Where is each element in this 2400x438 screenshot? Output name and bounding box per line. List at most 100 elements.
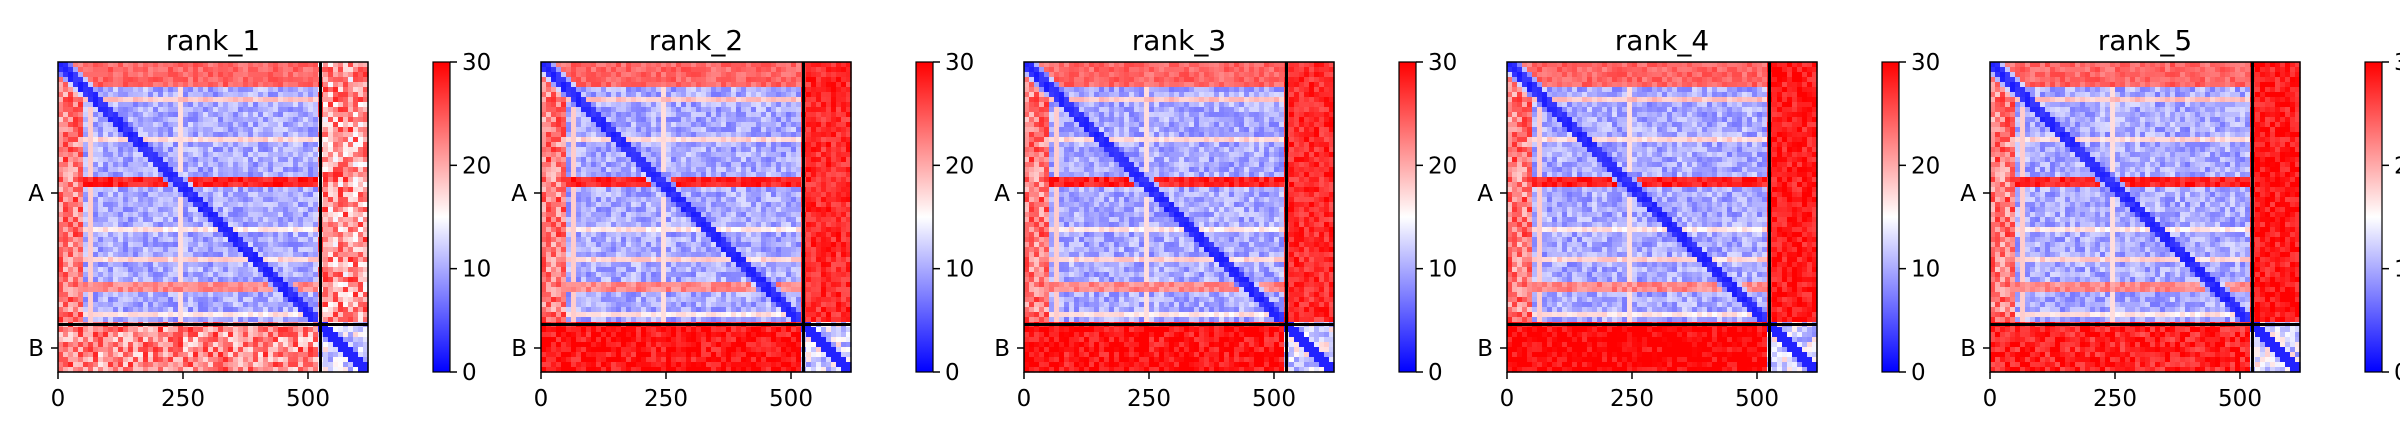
heatmap-cell bbox=[148, 157, 154, 163]
heatmap-cell bbox=[233, 122, 239, 128]
heatmap-cell bbox=[358, 162, 364, 168]
heatmap-cell bbox=[258, 222, 264, 228]
heatmap-cell bbox=[213, 122, 219, 128]
heatmap-cell bbox=[811, 127, 817, 133]
heatmap-cell bbox=[158, 267, 164, 273]
heatmap-cell bbox=[143, 177, 149, 183]
heatmap-cell bbox=[83, 277, 89, 283]
heatmap-cell bbox=[238, 257, 244, 263]
heatmap-cell bbox=[168, 222, 174, 228]
heatmap-cell bbox=[183, 87, 189, 93]
heatmap-cell bbox=[218, 102, 224, 108]
heatmap-cell bbox=[283, 107, 289, 113]
heatmap-cell bbox=[153, 332, 159, 338]
heatmap-cell bbox=[686, 67, 692, 73]
heatmap-cell bbox=[333, 222, 339, 228]
heatmap-cell bbox=[546, 87, 552, 93]
heatmap-cell bbox=[193, 332, 199, 338]
heatmap-cell bbox=[666, 107, 672, 113]
heatmap-cell bbox=[606, 132, 612, 138]
heatmap-cell bbox=[358, 297, 364, 303]
heatmap-cell bbox=[786, 142, 792, 148]
heatmap-cell bbox=[586, 72, 592, 78]
heatmap-cell bbox=[343, 362, 349, 368]
heatmap-cell bbox=[73, 127, 79, 133]
heatmap-cell bbox=[148, 227, 154, 233]
heatmap-cell bbox=[123, 237, 129, 243]
heatmap-cell bbox=[208, 262, 214, 268]
heatmap-cell bbox=[68, 262, 74, 268]
heatmap-cell bbox=[308, 227, 314, 233]
heatmap-cell bbox=[646, 117, 652, 123]
heatmap-cell bbox=[108, 137, 114, 143]
heatmap-cell bbox=[836, 102, 842, 108]
heatmap-cell bbox=[696, 87, 702, 93]
heatmap-cell bbox=[338, 122, 344, 128]
heatmap-cell bbox=[208, 312, 214, 318]
heatmap-cell bbox=[208, 92, 214, 98]
heatmap-cell bbox=[268, 357, 274, 363]
heatmap-cell bbox=[58, 302, 64, 308]
heatmap-cell bbox=[178, 207, 184, 213]
heatmap-cell bbox=[243, 202, 249, 208]
heatmap-cell bbox=[148, 167, 154, 173]
heatmap-cell bbox=[178, 282, 184, 288]
heatmap-cell bbox=[353, 192, 359, 198]
heatmap-cell bbox=[68, 62, 74, 68]
heatmap-cell bbox=[98, 197, 104, 203]
heatmap-cell bbox=[363, 367, 369, 373]
heatmap-cell bbox=[348, 172, 354, 178]
heatmap-cell bbox=[218, 182, 224, 188]
heatmap-cell bbox=[263, 227, 269, 233]
heatmap-cell bbox=[158, 172, 164, 178]
heatmap-cell bbox=[328, 237, 334, 243]
heatmap-cell bbox=[148, 262, 154, 268]
heatmap-cell bbox=[128, 117, 134, 123]
heatmap-cell bbox=[806, 122, 812, 128]
heatmap-cell bbox=[268, 367, 274, 373]
heatmap-cell bbox=[153, 262, 159, 268]
heatmap-cell bbox=[268, 77, 274, 83]
heatmap-cell bbox=[228, 197, 234, 203]
heatmap-cell bbox=[611, 102, 617, 108]
heatmap-cell bbox=[173, 272, 179, 278]
heatmap-cell bbox=[238, 367, 244, 373]
heatmap-cell bbox=[303, 272, 309, 278]
heatmap-cell bbox=[283, 302, 289, 308]
heatmap-cell bbox=[93, 317, 99, 323]
heatmap-cell bbox=[796, 77, 802, 83]
heatmap-cell bbox=[73, 77, 79, 83]
heatmap-cell bbox=[338, 332, 344, 338]
heatmap-cell bbox=[551, 127, 557, 133]
heatmap-cell bbox=[258, 212, 264, 218]
heatmap-cell bbox=[73, 197, 79, 203]
heatmap-cell bbox=[168, 207, 174, 213]
heatmap-cell bbox=[178, 212, 184, 218]
heatmap-cell bbox=[651, 97, 657, 103]
heatmap-cell bbox=[138, 337, 144, 343]
heatmap-cell bbox=[103, 227, 109, 233]
heatmap-cell bbox=[73, 282, 79, 288]
heatmap-cell bbox=[348, 212, 354, 218]
heatmap-cell bbox=[133, 132, 139, 138]
heatmap-cell bbox=[163, 207, 169, 213]
heatmap-cell bbox=[661, 137, 667, 143]
heatmap-cell bbox=[258, 107, 264, 113]
heatmap-cell bbox=[158, 152, 164, 158]
heatmap-cell bbox=[328, 347, 334, 353]
heatmap-cell bbox=[253, 177, 259, 183]
heatmap-cell bbox=[233, 237, 239, 243]
heatmap-cell bbox=[163, 357, 169, 363]
heatmap-cell bbox=[123, 157, 129, 163]
heatmap-cell bbox=[263, 207, 269, 213]
heatmap-cell bbox=[173, 167, 179, 173]
heatmap-cell bbox=[148, 287, 154, 293]
heatmap-cell bbox=[118, 97, 124, 103]
heatmap-cell bbox=[233, 292, 239, 298]
heatmap-cell bbox=[138, 217, 144, 223]
heatmap-cell bbox=[253, 172, 259, 178]
heatmap-cell bbox=[343, 62, 349, 68]
heatmap-cell bbox=[98, 142, 104, 148]
heatmap-cell bbox=[308, 297, 314, 303]
heatmap-cell bbox=[711, 122, 717, 128]
